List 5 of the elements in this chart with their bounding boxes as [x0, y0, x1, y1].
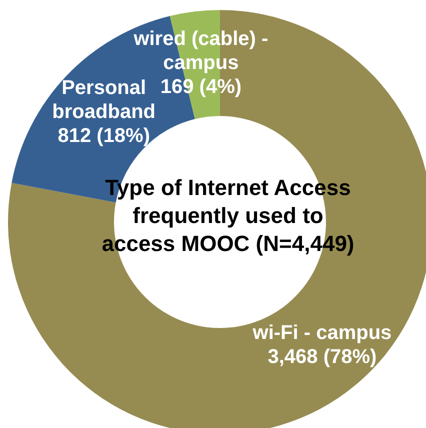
slice-label: Personal broadband — [52, 76, 156, 123]
data-label: 169 (4%) — [160, 75, 242, 100]
data-label: 3,468 (78%) — [268, 345, 377, 370]
data-label: 812 (18%) — [58, 124, 150, 148]
slice-label: wi-Fi - campus — [252, 321, 392, 346]
